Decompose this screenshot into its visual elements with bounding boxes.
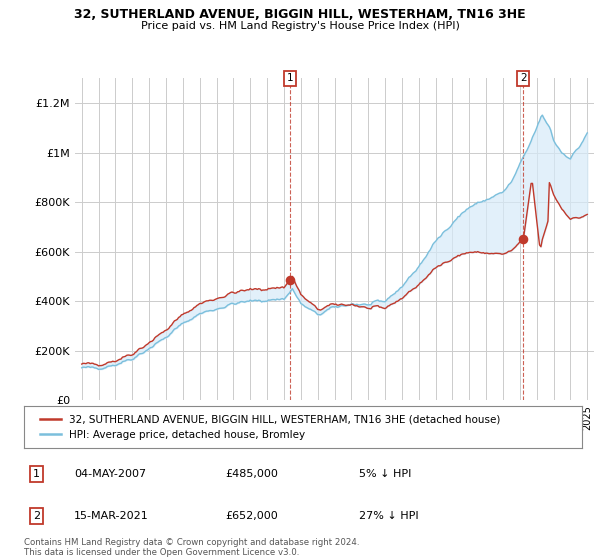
Text: £485,000: £485,000 [225, 469, 278, 479]
Legend: 32, SUTHERLAND AVENUE, BIGGIN HILL, WESTERHAM, TN16 3HE (detached house), HPI: A: 32, SUTHERLAND AVENUE, BIGGIN HILL, WEST… [35, 409, 506, 445]
Text: 1: 1 [286, 73, 293, 83]
Text: 2: 2 [33, 511, 40, 521]
Text: Price paid vs. HM Land Registry's House Price Index (HPI): Price paid vs. HM Land Registry's House … [140, 21, 460, 31]
Text: 15-MAR-2021: 15-MAR-2021 [74, 511, 149, 521]
Text: 04-MAY-2007: 04-MAY-2007 [74, 469, 146, 479]
Text: 5% ↓ HPI: 5% ↓ HPI [359, 469, 411, 479]
Point [518, 235, 528, 244]
Text: Contains HM Land Registry data © Crown copyright and database right 2024.
This d: Contains HM Land Registry data © Crown c… [24, 538, 359, 557]
Point [285, 276, 295, 284]
Text: 27% ↓ HPI: 27% ↓ HPI [359, 511, 418, 521]
Text: £652,000: £652,000 [225, 511, 278, 521]
Text: 2: 2 [520, 73, 527, 83]
Text: 32, SUTHERLAND AVENUE, BIGGIN HILL, WESTERHAM, TN16 3HE: 32, SUTHERLAND AVENUE, BIGGIN HILL, WEST… [74, 8, 526, 21]
Text: 1: 1 [33, 469, 40, 479]
